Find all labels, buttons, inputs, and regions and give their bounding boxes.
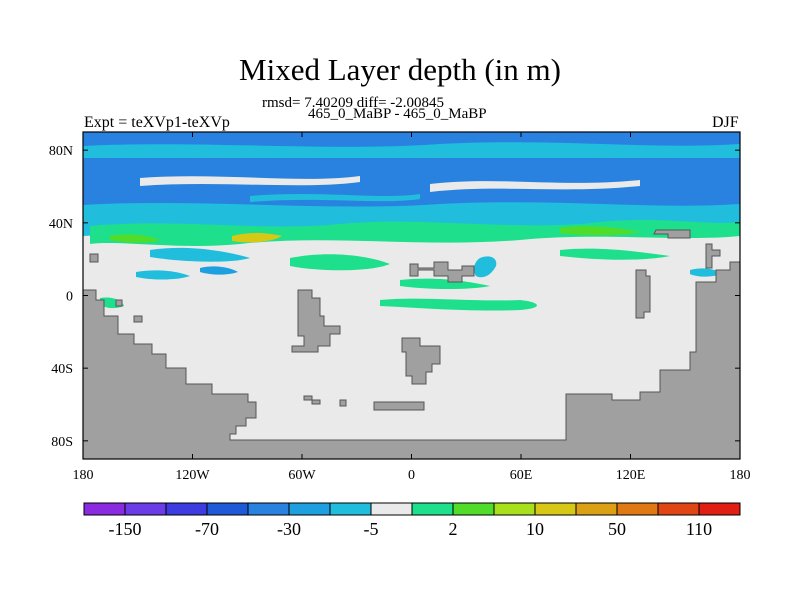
season-label: DJF — [712, 114, 739, 131]
colorbar-swatch — [698, 502, 741, 516]
land-island-6 — [653, 229, 691, 239]
field-patch-lime-2 — [560, 226, 640, 236]
x-tick-label: 60W — [288, 468, 316, 483]
field-patch-cyan-3 — [473, 256, 497, 278]
chart-title: Mixed Layer depth (in m) — [239, 52, 561, 87]
colorbar-label: 50 — [608, 519, 626, 539]
field-streak-2 — [430, 180, 640, 192]
y-tick-label: 80S — [51, 435, 73, 450]
colorbar-swatch — [411, 502, 454, 516]
colorbar-swatch — [575, 502, 618, 516]
colorbar-swatch — [329, 502, 372, 516]
x-tick-label: 60E — [510, 468, 533, 483]
land-island-11 — [133, 315, 143, 323]
y-tick-label: 40S — [51, 362, 73, 377]
land-island-12 — [339, 399, 347, 407]
colorbar-label: 2 — [449, 519, 458, 539]
land-island-7 — [705, 243, 721, 269]
colorbar-label: 10 — [526, 519, 544, 539]
axes: 180 120W 60W 0 60E 120E 180 80N 40N 0 40S 80S — [49, 132, 751, 483]
colorbar-swatch — [452, 502, 495, 516]
colorbar-swatch — [657, 502, 700, 516]
field-patch-green-5 — [560, 248, 670, 260]
map-field — [83, 132, 740, 459]
colorbar: -150 -70 -30 -5 2 10 50 110 — [83, 502, 741, 539]
field-patch-green-3 — [380, 298, 537, 311]
x-tick-label: 0 — [408, 468, 415, 483]
colorbar-label: 110 — [686, 519, 712, 539]
field-streak-1 — [140, 176, 360, 186]
field-patch-green-2 — [400, 278, 490, 289]
x-tick-label: 120E — [616, 468, 646, 483]
land-island-9 — [115, 299, 123, 307]
y-tick-label: 40N — [49, 217, 73, 232]
colorbar-swatch — [83, 502, 126, 516]
x-tick-label: 180 — [730, 468, 751, 483]
y-tick-label: 80N — [49, 144, 73, 159]
colorbar-label: -70 — [195, 519, 219, 539]
land-south-america — [83, 261, 740, 459]
stats-line: rmsd= 7.40209 diff= -2.00845 — [262, 95, 445, 111]
field-band-subpolar-blue — [83, 158, 740, 210]
x-tick-label: 180 — [73, 468, 94, 483]
field-patch-cyan-4 — [200, 266, 238, 275]
field-band-yellow — [232, 232, 282, 243]
colorbar-swatch — [534, 502, 577, 516]
land-island-10 — [89, 253, 99, 263]
field-patch-cyan-5 — [690, 268, 722, 277]
field-streak-3 — [250, 194, 420, 202]
land-island-2 — [401, 337, 441, 385]
field-patch-cyan-1 — [150, 247, 250, 262]
field-patch-green-1 — [290, 254, 390, 271]
experiment-label: Expt = teXVp1-teXVp — [84, 114, 230, 131]
colorbar-swatch — [247, 502, 290, 516]
land-island-3 — [373, 401, 425, 411]
colorbar-swatch — [493, 502, 536, 516]
colorbar-swatch — [288, 502, 331, 516]
colorbar-swatch — [124, 502, 167, 516]
colorbar-swatch — [165, 502, 208, 516]
land-island-1 — [291, 289, 341, 353]
colorbar-swatch — [616, 502, 659, 516]
x-tick-label: 120W — [175, 468, 210, 483]
colorbar-label: -150 — [109, 519, 142, 539]
colorbar-swatch — [370, 502, 413, 516]
colorbar-label: -5 — [364, 519, 379, 539]
colorbar-label: -30 — [277, 519, 301, 539]
field-patch-lime-1 — [110, 234, 160, 243]
land-island-8 — [303, 395, 321, 405]
chart-subtitle: 465_0_MaBP - 465_0_MaBP — [308, 106, 487, 122]
field-band-arctic-cyan — [83, 142, 740, 160]
land-island-5 — [635, 269, 651, 319]
land-island-4 — [409, 261, 475, 283]
field-patch-cyan-2 — [136, 270, 190, 280]
colorbar-swatch — [206, 502, 249, 516]
y-tick-label: 0 — [66, 290, 73, 305]
